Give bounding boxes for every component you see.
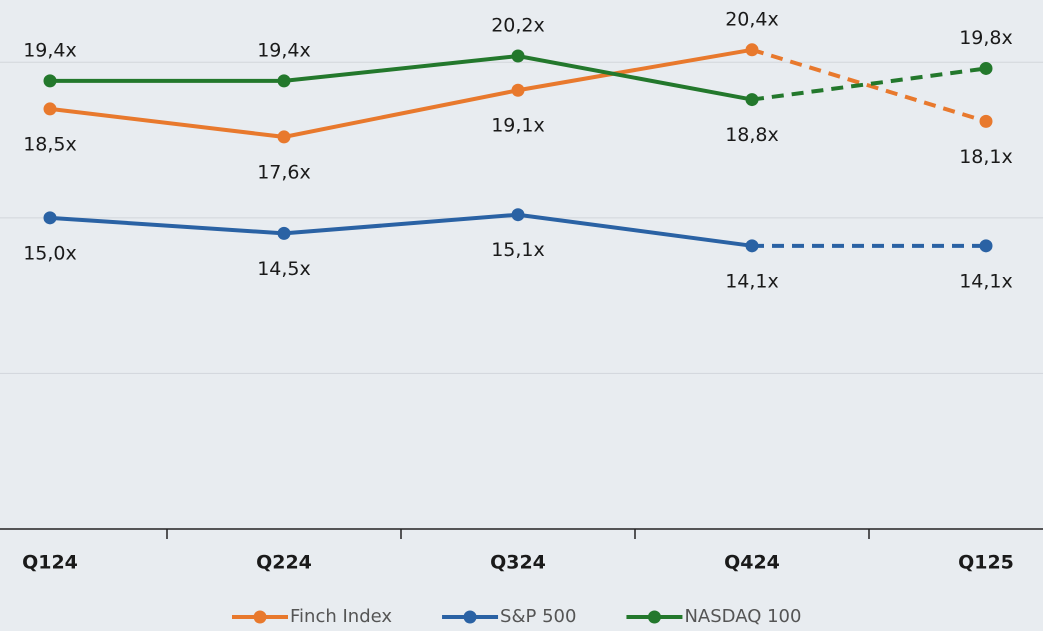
data-label: 14,1x — [959, 270, 1013, 292]
data-point — [979, 239, 993, 253]
data-label: 14,5x — [257, 258, 311, 280]
series-line — [49, 212, 753, 248]
legend-marker — [463, 610, 477, 624]
data-point — [511, 208, 525, 222]
data-label: 19,4x — [23, 39, 77, 61]
legend-marker — [647, 610, 661, 624]
series-line — [49, 47, 753, 139]
series-line-forecast — [751, 47, 987, 124]
legend-marker — [253, 610, 267, 624]
data-point — [745, 43, 759, 57]
data-label: 15,1x — [491, 239, 545, 261]
data-point — [43, 74, 57, 88]
x-tick-label: Q324 — [490, 552, 546, 574]
data-label: 18,8x — [725, 124, 779, 146]
data-point — [745, 93, 759, 107]
data-label: 17,6x — [257, 161, 311, 183]
data-point — [511, 83, 525, 97]
data-label: 18,5x — [23, 133, 77, 155]
data-label: 14,1x — [725, 270, 779, 292]
data-point — [43, 102, 57, 116]
data-label: 20,4x — [725, 8, 779, 30]
data-label: 19,1x — [491, 115, 545, 137]
data-point — [277, 130, 291, 144]
x-tick-label: Q125 — [958, 552, 1014, 574]
legend-label: S&P 500 — [500, 606, 576, 627]
x-tick-label: Q224 — [256, 552, 312, 574]
x-tick-label: Q424 — [724, 552, 780, 574]
data-point — [979, 114, 993, 128]
legend-label: Finch Index — [290, 606, 392, 627]
data-point — [511, 49, 525, 63]
data-point — [979, 61, 993, 75]
data-label: 15,0x — [23, 242, 77, 264]
series-line — [50, 53, 753, 102]
data-point — [43, 211, 57, 225]
data-point — [277, 226, 291, 240]
data-label: 18,1x — [959, 146, 1013, 168]
data-label: 20,2x — [491, 15, 545, 37]
data-label: 19,8x — [959, 27, 1013, 49]
data-label: 19,4x — [257, 39, 311, 61]
data-point — [277, 74, 291, 88]
x-tick-label: Q124 — [22, 552, 78, 574]
data-point — [745, 239, 759, 253]
legend-label: NASDAQ 100 — [684, 606, 801, 627]
